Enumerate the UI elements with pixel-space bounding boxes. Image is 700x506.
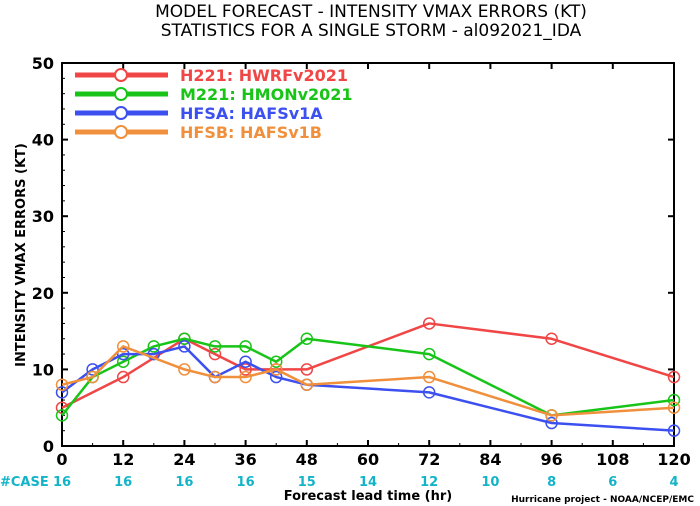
y-tick-label: 20 <box>32 284 54 303</box>
series-line-4 <box>61 345 675 417</box>
legend-label-4: HFSB: HAFSv1B <box>180 123 322 142</box>
case-count: 15 <box>298 475 316 490</box>
series-4-point <box>239 370 252 384</box>
series-1-point <box>239 363 252 376</box>
series-2-point <box>422 347 436 361</box>
series-3-point <box>422 386 436 399</box>
case-count: 12 <box>420 475 438 490</box>
series-3-point <box>116 347 130 361</box>
x-tick-label: 108 <box>596 450 629 469</box>
series-3-point <box>86 363 99 376</box>
series-2-point <box>667 393 681 407</box>
case-count: 16 <box>175 475 193 490</box>
case-count: 4 <box>669 475 678 490</box>
series-1-point <box>116 370 130 384</box>
series-2-point <box>300 332 314 346</box>
series-line-2 <box>61 337 675 417</box>
legend-marker-3 <box>114 106 128 120</box>
legend-marker-4 <box>114 125 128 139</box>
x-tick-label: 0 <box>56 450 67 469</box>
legend-marker-2 <box>114 87 128 101</box>
y-tick-label: 10 <box>32 360 54 379</box>
series-2-point <box>208 340 222 353</box>
case-count: 10 <box>481 475 499 490</box>
legend-label-3: HFSA: HAFSv1A <box>180 104 323 123</box>
x-tick-label: 36 <box>234 450 256 469</box>
credit-text: Hurricane project - NOAA/NCEP/EMC <box>511 495 694 505</box>
series-1-point <box>667 370 681 384</box>
series-1-point <box>422 317 436 330</box>
y-tick-label: 30 <box>32 207 54 226</box>
series-4-point <box>86 370 99 384</box>
case-count: 8 <box>547 475 556 490</box>
x-tick-label: 12 <box>112 450 134 469</box>
case-count: 16 <box>237 475 255 490</box>
legend-label-2: M221: HMONv2021 <box>180 85 353 104</box>
series-3-point <box>55 386 69 399</box>
legend-label-1: H221: HWRFv2021 <box>180 66 348 85</box>
chart-title: MODEL FORECAST - INTENSITY VMAX ERRORS (… <box>155 2 587 22</box>
series-line-1 <box>61 322 675 409</box>
series-4-point <box>116 340 130 353</box>
case-label: #CASE <box>0 475 49 490</box>
y-tick-label: 0 <box>43 437 54 456</box>
case-count: 16 <box>53 475 71 490</box>
case-count: 14 <box>359 475 377 490</box>
series-3-point <box>269 370 283 384</box>
series-3-point <box>147 347 161 361</box>
x-tick-label: 120 <box>657 450 690 469</box>
series-4-point <box>178 363 191 376</box>
x-tick-label: 60 <box>357 450 379 469</box>
series-1-point <box>545 332 558 346</box>
series-3-point <box>667 424 681 437</box>
series-1-point <box>208 347 222 361</box>
series-4-point <box>55 378 69 391</box>
series-3-point <box>178 340 191 353</box>
chart-subtitle: STATISTICS FOR A SINGLE STORM - al092021… <box>161 21 582 41</box>
y-tick-label: 50 <box>32 54 54 73</box>
series-3-point <box>545 416 558 430</box>
x-tick-label: 96 <box>540 450 562 469</box>
y-axis-label: INTENSITY VMAX ERRORS (KT) <box>14 143 29 367</box>
series-2-point <box>178 332 191 346</box>
x-tick-label: 48 <box>296 450 318 469</box>
series-4-point <box>269 363 283 376</box>
x-tick-label: 72 <box>418 450 440 469</box>
series-2-point <box>147 340 161 353</box>
series-2-point <box>55 409 69 422</box>
series-4-point <box>545 409 558 422</box>
case-count: 6 <box>608 475 617 490</box>
x-tick-label: 24 <box>173 450 195 469</box>
x-tick-label: 84 <box>479 450 501 469</box>
series-4-point <box>208 370 222 384</box>
series-1-point <box>300 363 314 376</box>
series-2-point <box>116 355 130 368</box>
legend-marker-1 <box>114 68 128 82</box>
series-2-point <box>239 340 252 353</box>
case-count: 16 <box>114 475 132 490</box>
series-4-point <box>667 401 681 414</box>
x-axis-label: Forecast lead time (hr) <box>284 489 452 504</box>
series-4-point <box>422 370 436 384</box>
y-tick-label: 40 <box>32 131 54 150</box>
series-2-point <box>269 355 283 368</box>
series-3-point <box>239 355 252 368</box>
series-4-point <box>300 378 314 391</box>
